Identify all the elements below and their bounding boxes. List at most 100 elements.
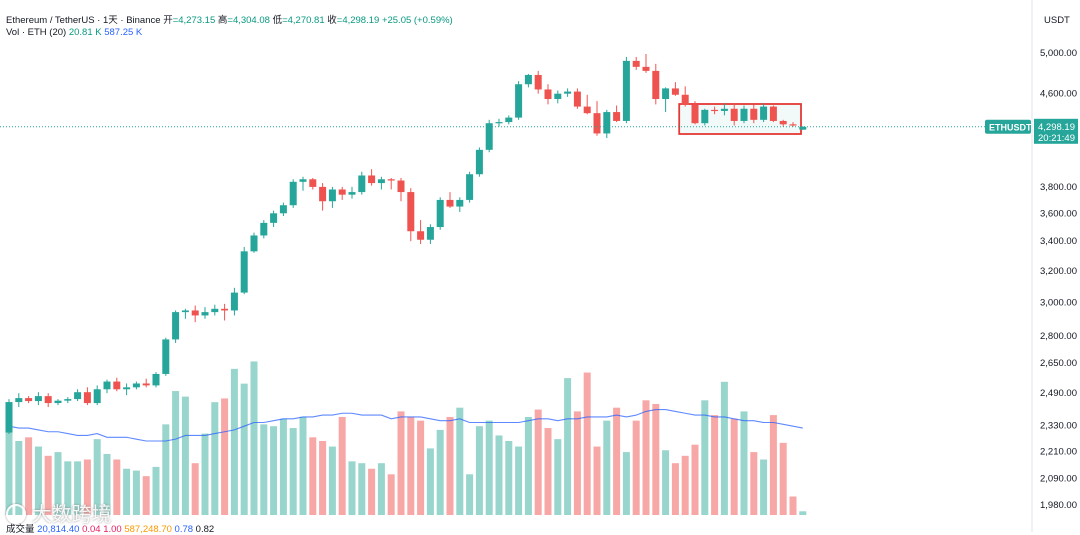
candle-body[interactable] — [34, 396, 42, 402]
candle-body[interactable] — [691, 104, 699, 124]
candle-body[interactable] — [368, 175, 376, 184]
candle-body[interactable] — [466, 174, 474, 200]
candle-body[interactable] — [515, 84, 523, 118]
candle-body[interactable] — [769, 106, 777, 121]
candle-body[interactable] — [397, 180, 405, 193]
candle-body[interactable] — [15, 398, 23, 403]
candle-body[interactable] — [554, 93, 562, 100]
candle-body[interactable] — [377, 179, 385, 184]
candle-body[interactable] — [123, 387, 131, 390]
candle-body[interactable] — [671, 88, 679, 95]
volume-bar — [534, 409, 542, 515]
candle-body[interactable] — [211, 308, 219, 313]
symbol-price-tag — [985, 119, 1031, 134]
candle-body[interactable] — [201, 312, 209, 316]
axis-currency-label[interactable]: USDT — [1044, 15, 1070, 26]
candle-body[interactable] — [789, 124, 797, 126]
candle-body[interactable] — [799, 126, 807, 130]
volume-bar — [603, 420, 611, 515]
candle-body[interactable] — [760, 106, 768, 120]
axis-tick-label: 3,600.00 — [1040, 208, 1077, 219]
candle-body[interactable] — [779, 120, 787, 125]
candle-body[interactable] — [191, 310, 199, 316]
candle-body[interactable] — [113, 381, 121, 390]
highlight-box — [678, 103, 802, 135]
candle-body[interactable] — [436, 199, 444, 228]
volume-bar — [279, 418, 287, 515]
volume-bar — [632, 420, 640, 515]
candle-body[interactable] — [632, 60, 640, 67]
candle-body[interactable] — [603, 112, 611, 134]
candle-body[interactable] — [83, 392, 91, 404]
candle-body[interactable] — [426, 227, 434, 240]
candle-body[interactable] — [681, 94, 689, 105]
volume-footer: 成交量 20,814.40 0.04 1.00 587,248.70 0.78 … — [6, 521, 214, 535]
symbol-tag-text: ETHUSDT — [989, 122, 1032, 132]
candle-body[interactable] — [358, 175, 366, 193]
watermark-text: 大数跨境 — [31, 504, 112, 526]
candle-body[interactable] — [181, 310, 189, 313]
candle-body[interactable] — [221, 308, 229, 311]
candle-body[interactable] — [270, 213, 278, 223]
candle-body[interactable] — [701, 109, 709, 124]
candle-body[interactable] — [309, 179, 317, 187]
candle-body[interactable] — [662, 88, 670, 100]
candle-body[interactable] — [524, 74, 532, 85]
candle-body[interactable] — [387, 179, 395, 181]
volume-bar — [132, 470, 140, 515]
candle-body[interactable] — [544, 89, 552, 100]
candle-body[interactable] — [485, 123, 493, 150]
candle-body[interactable] — [622, 60, 630, 121]
candle-body[interactable] — [54, 400, 62, 404]
candle-body[interactable] — [250, 235, 258, 252]
candle-body[interactable] — [613, 112, 621, 121]
candle-body[interactable] — [230, 292, 238, 311]
candle-body[interactable] — [93, 389, 101, 404]
candle-body[interactable] — [142, 383, 150, 386]
candle-body[interactable] — [456, 199, 464, 207]
candle-body[interactable] — [260, 222, 268, 236]
candle-body[interactable] — [720, 108, 728, 111]
candle-body[interactable] — [593, 113, 601, 134]
volume-bar — [152, 466, 160, 515]
candle-body[interactable] — [240, 251, 248, 293]
candle-body[interactable] — [534, 74, 542, 90]
candle-body[interactable] — [730, 108, 738, 121]
candle-body[interactable] — [162, 339, 170, 374]
candle-body[interactable] — [25, 398, 33, 402]
candle-body[interactable] — [319, 186, 327, 202]
candle-body[interactable] — [338, 189, 346, 195]
candle-body[interactable] — [564, 91, 572, 94]
candle-body[interactable] — [328, 189, 336, 202]
candle-body[interactable] — [74, 392, 82, 400]
candle-body[interactable] — [103, 381, 111, 390]
candle-body[interactable] — [152, 373, 160, 386]
candle-body[interactable] — [44, 396, 52, 404]
candle-body[interactable] — [740, 108, 748, 121]
candle-body[interactable] — [446, 199, 454, 207]
candle-body[interactable] — [711, 109, 719, 112]
candle-body[interactable] — [289, 181, 297, 206]
candle-body[interactable] — [5, 402, 13, 433]
candle-body[interactable] — [348, 192, 356, 195]
candle-body[interactable] — [299, 179, 307, 182]
candle-body[interactable] — [64, 399, 72, 401]
candle-body[interactable] — [642, 66, 650, 71]
candle-body[interactable] — [505, 117, 513, 123]
candle-body[interactable] — [417, 231, 425, 240]
axis-tick-label: 2,330.00 — [1040, 421, 1077, 432]
candle-body[interactable] — [652, 70, 660, 100]
candle-body[interactable] — [407, 192, 415, 232]
candle-body[interactable] — [495, 122, 503, 124]
candle-body[interactable] — [279, 205, 287, 214]
volume-bar — [613, 407, 621, 515]
candle-body[interactable] — [132, 383, 140, 388]
candle-body[interactable] — [583, 106, 591, 114]
candle-body[interactable] — [573, 91, 581, 107]
axis-tick-label: 3,400.00 — [1040, 236, 1077, 247]
candle-body[interactable] — [475, 149, 483, 175]
volume-bar — [456, 407, 464, 515]
candle-body[interactable] — [172, 312, 180, 340]
candle-body[interactable] — [750, 108, 758, 120]
